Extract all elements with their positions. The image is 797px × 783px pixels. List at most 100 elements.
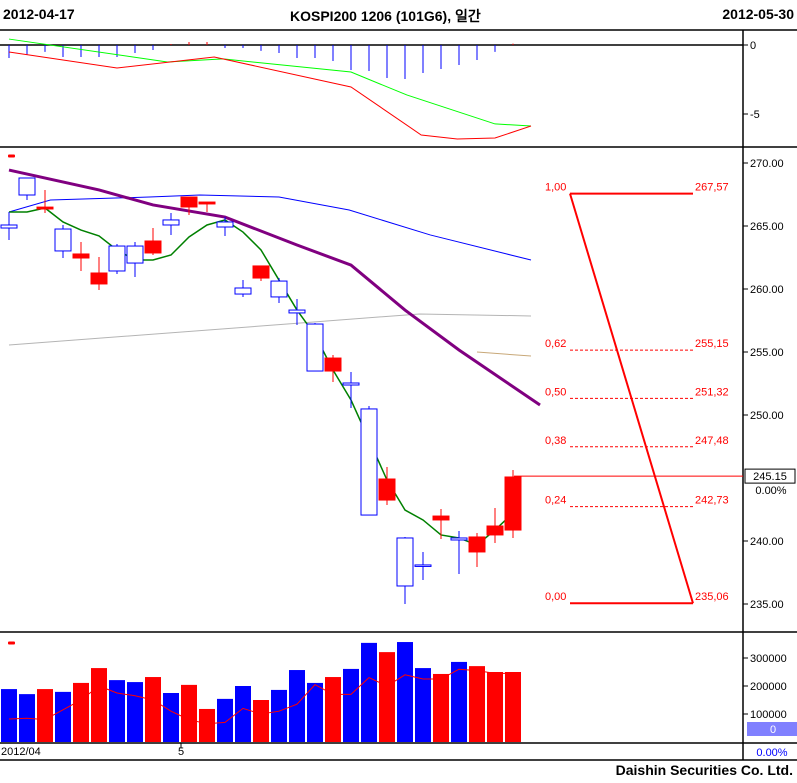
last-price-value: 245.15	[753, 471, 787, 483]
candle	[54, 224, 72, 259]
candle-body	[270, 280, 288, 298]
volume-bar	[397, 642, 413, 742]
candle	[396, 536, 414, 604]
candle	[504, 470, 522, 538]
volume-y-label: 100000	[750, 709, 787, 721]
fib-ratio-label: 0,50	[545, 386, 566, 398]
volume-bar	[73, 682, 89, 742]
candle	[252, 265, 270, 282]
candle	[198, 201, 216, 213]
chart-title: KOSPI200 1206 (101G6), 일간	[290, 8, 481, 24]
fib-price-label: 255,15	[695, 338, 729, 350]
y-axes: 0 -5 270.00 265.00 260.00 255.00 250.00 240.00 2…	[743, 40, 797, 759]
volume-bar	[271, 689, 287, 742]
fib-price-label: 251,32	[695, 386, 729, 398]
volume-bar	[1, 689, 17, 742]
candle	[450, 531, 468, 575]
volume-bar	[451, 661, 467, 742]
price-panel	[0, 168, 743, 604]
volume-bar	[253, 700, 269, 742]
volume-bar	[145, 677, 161, 742]
candle-body	[162, 219, 180, 226]
candle	[360, 406, 378, 516]
candle	[162, 213, 180, 235]
candle-body	[414, 564, 432, 567]
candle	[342, 372, 360, 408]
volume-bar	[433, 673, 449, 742]
volume-bar	[55, 691, 71, 742]
candle	[306, 323, 324, 372]
volume-bar	[217, 698, 233, 742]
candle-body	[144, 240, 162, 254]
ma120-line	[8, 313, 532, 346]
candle	[216, 217, 234, 236]
fib-ratio-label: 0,00	[545, 591, 566, 603]
candle	[126, 242, 144, 278]
candle-body	[288, 309, 306, 314]
candle	[144, 228, 162, 255]
start-date: 2012-04-17	[3, 6, 75, 22]
candle-body	[306, 323, 324, 372]
volume-panel	[1, 642, 521, 742]
fib-price-label: 242,73	[695, 495, 729, 507]
candle-body	[180, 196, 198, 208]
fib-ratio-label: 1,00	[545, 182, 566, 194]
price-y-label: 260.00	[750, 284, 784, 296]
macd-line	[8, 51, 532, 140]
candle	[18, 177, 36, 201]
volume-bar	[37, 689, 53, 742]
macd-y-label: 0	[750, 40, 756, 52]
price-y-label: 255.00	[750, 347, 784, 359]
candle-body	[486, 525, 504, 536]
candle	[288, 298, 306, 326]
fib-price-label: 267,57	[695, 182, 729, 194]
volume-bar	[325, 677, 341, 742]
panel-frame	[0, 29, 797, 761]
volume-bar	[181, 684, 197, 742]
candle-body	[234, 287, 252, 295]
last-price-change: 0.00%	[755, 485, 786, 497]
fibonacci-retracement: 1,00 267,57 0,62 255,15 0,50 251,32 0,38 247,48…	[545, 182, 729, 605]
last-volume-box	[747, 722, 797, 736]
candle-body	[108, 245, 126, 272]
candle	[378, 467, 396, 505]
candle-body	[126, 245, 144, 264]
candle	[432, 508, 450, 539]
candle-body	[432, 515, 450, 521]
fib-ratio-label: 0,24	[545, 495, 566, 507]
price-y-label: 250.00	[750, 410, 784, 422]
macd-y-label: -5	[750, 109, 760, 121]
candle-body	[360, 408, 378, 516]
volume-bar	[163, 693, 179, 742]
volume-bar	[379, 652, 395, 742]
fib-price-label: 235,06	[695, 591, 729, 603]
x-label-month: 2012/04	[1, 746, 41, 758]
volume-bar	[199, 708, 215, 742]
candle	[414, 551, 432, 581]
candle-body	[504, 476, 522, 531]
volume-ma-line	[8, 668, 513, 725]
candle	[180, 196, 198, 216]
macd-panel	[0, 38, 743, 140]
candle	[234, 280, 252, 297]
volume-y-label: 300000	[750, 653, 787, 665]
volume-y-label: 200000	[750, 681, 787, 693]
fib-price-label: 247,48	[695, 435, 729, 447]
volume-bar	[91, 668, 107, 742]
candle	[90, 256, 108, 291]
candle-body	[72, 253, 90, 259]
candle	[270, 278, 288, 303]
price-y-label: 270.00	[750, 158, 784, 170]
candle	[468, 533, 486, 567]
candle-body	[216, 221, 234, 228]
last-price-box	[744, 468, 796, 484]
volume-bar	[109, 680, 125, 742]
panel-marker-icon	[8, 154, 15, 158]
fib-ratio-label: 0,62	[545, 338, 566, 350]
panel-marker-icon	[8, 641, 15, 645]
candle-body	[18, 177, 36, 196]
signal-line	[8, 38, 532, 127]
candle-body	[54, 228, 72, 252]
candle-body	[450, 537, 468, 541]
